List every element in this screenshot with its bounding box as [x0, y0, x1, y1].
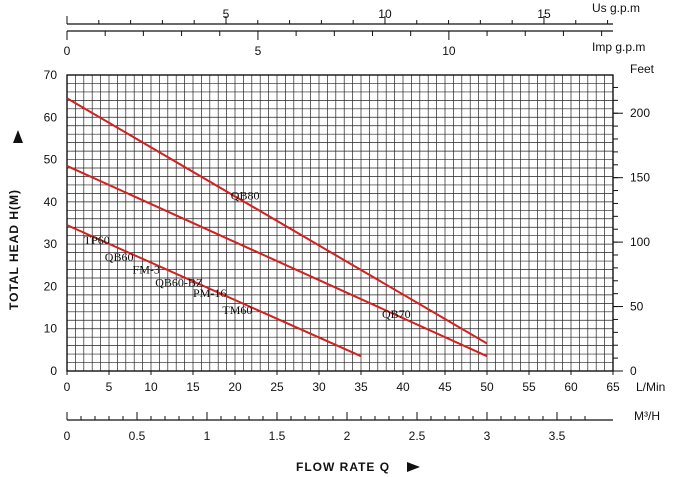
m3h-tick-label: 3.5: [549, 429, 566, 443]
series-line-qb80: [66, 97, 488, 345]
x-axis-title: FLOW RATE Q: [296, 460, 390, 474]
x-tick-label: 0: [64, 380, 71, 394]
grid: [66, 74, 614, 372]
x-tick-label: 50: [480, 380, 494, 394]
us-tick-label: 15: [537, 7, 551, 21]
right-tick-label: 150: [630, 171, 650, 185]
x-unit-label: L/Min: [636, 380, 665, 394]
plot-frame: [66, 74, 614, 372]
x-tick-label: 45: [438, 380, 452, 394]
y-tick-label: 40: [44, 195, 58, 209]
series-label-qb60-bz: QB60-BZ: [155, 275, 203, 289]
us-tick-label: 10: [378, 7, 392, 21]
right-tick-label: 50: [630, 300, 644, 314]
imp-tick-label: 10: [442, 44, 456, 58]
y-tick-label: 0: [50, 364, 57, 378]
y-tick-label: 50: [44, 153, 58, 167]
x-tick-label: 40: [396, 380, 410, 394]
m3h-tick-label: 1.5: [269, 429, 286, 443]
imp-tick-label: 5: [255, 44, 262, 58]
m3h-tick-label: 0.5: [129, 429, 146, 443]
x-tick-label: 30: [312, 380, 326, 394]
y-axis-arrow-icon: [13, 130, 23, 143]
series-line-tp60: [66, 224, 362, 358]
imp-unit-label: Imp g.p.m: [592, 40, 645, 54]
axes: 0 5 10 15 20 25 30 35 40 45 50 55 60 65 L/Min010203040…: [44, 1, 666, 443]
right-tick-label: 100: [630, 235, 650, 249]
m3h-unit-label: M³/H: [634, 409, 660, 423]
us-tick-label: 5: [223, 7, 230, 21]
series-label-tm60: TM60: [222, 303, 252, 317]
x-axis-arrow-icon: [407, 462, 420, 472]
y-tick-label: 70: [44, 68, 58, 82]
y-tick-label: 10: [44, 322, 58, 336]
m3h-tick-label: 1: [204, 429, 211, 443]
imp-tick-label: 0: [64, 44, 71, 58]
m3h-tick-label: 3: [484, 429, 491, 443]
y-tick-label: 30: [44, 237, 58, 251]
series-label-qb80: QB80: [231, 189, 260, 203]
x-tick-label: 25: [270, 380, 284, 394]
plot-border: [66, 74, 614, 372]
right-tick-label: 200: [630, 106, 650, 120]
y-tick-label: 20: [44, 279, 58, 293]
series-line-qb70: [66, 165, 488, 358]
x-tick-label: 5: [106, 380, 113, 394]
y-tick-label: 60: [44, 110, 58, 124]
series-lines: [66, 97, 488, 358]
right-unit-label: Feet: [630, 62, 655, 76]
x-tick-label: 10: [144, 380, 158, 394]
x-tick-label: 55: [522, 380, 536, 394]
x-tick-label: 65: [606, 380, 620, 394]
x-tick-label: 20: [228, 380, 242, 394]
x-tick-label: 15: [186, 380, 200, 394]
m3h-tick-label: 2: [344, 429, 351, 443]
series-label-qb70: QB70: [382, 307, 411, 321]
y-axis-title: TOTAL HEAD H(M): [7, 189, 21, 310]
us-unit-label: Us g.p.m: [592, 1, 640, 15]
x-tick-label: 60: [564, 380, 578, 394]
series-label-pm-16: PM-16: [193, 286, 226, 300]
series-label-tp60: TP60: [84, 233, 110, 247]
right-tick-label: 0: [630, 364, 637, 378]
x-tick-label: 35: [354, 380, 368, 394]
m3h-tick-label: 2.5: [409, 429, 426, 443]
series-label-fm-3: FM-3: [133, 263, 160, 277]
m3h-tick-label: 0: [64, 429, 71, 443]
series-label-qb60: QB60: [105, 250, 134, 264]
